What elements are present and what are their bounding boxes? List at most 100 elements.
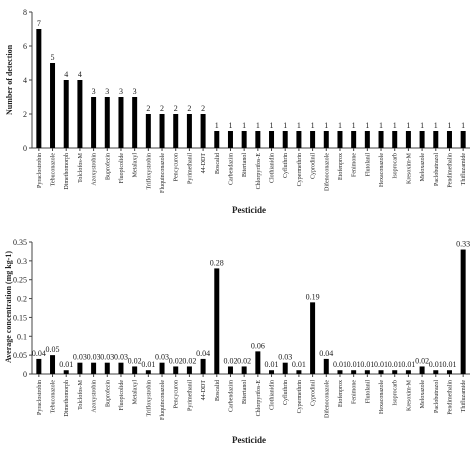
top-bar [337,131,343,148]
top-data-label: 1 [393,121,397,130]
bottom-bar [36,358,42,374]
bottom-category-label: Clothianidin [270,380,276,410]
bottom-bar [405,370,411,374]
bottom-bar [91,362,97,374]
top-bar [351,131,357,148]
top-bar [419,131,425,148]
bottom-data-label: 0.02 [182,356,196,365]
bottom-bar [173,366,179,374]
top-data-label: 1 [352,121,356,130]
bottom-bar [351,370,357,374]
top-y-tick-label: 2 [23,110,27,119]
top-bar [433,131,439,148]
bottom-data-label: 0.01 [360,360,374,369]
top-bar [159,114,165,148]
bottom-bar [255,351,261,374]
top-bar [296,131,302,148]
top-bar [132,97,138,148]
top-data-label: 1 [215,121,219,130]
top-category-label: Tebuconazole [51,153,57,187]
top-category-label: Difenoconazole [323,153,330,191]
top-category-label: Clothianidin [270,153,276,183]
top-category-label: Pencycuron [174,153,180,181]
top-category-label: Fluopicolide [119,153,125,184]
top-data-label: 1 [406,121,410,130]
bottom-category-label: Pyraclostrobin [37,380,43,415]
bottom-data-label: 0.01 [59,360,73,369]
top-category-label: Chlorpyrifos-E [255,153,262,190]
top-data-label: 2 [146,104,150,113]
bottom-category-label: Fluquinconazole [160,380,166,420]
bottom-bar [460,249,466,374]
top-bar [255,131,261,148]
bottom-category-label: Flutolanil [365,380,371,404]
top-bar [173,114,179,148]
top-bar [323,131,329,148]
bottom-category-label: Dimethomorph [64,380,70,417]
bottom-category-label: Hexaconazole [379,380,385,414]
top-bar [145,114,151,148]
top-data-label: 1 [256,121,260,130]
bottom-bar [186,366,192,374]
top-data-label: 1 [338,121,342,130]
top-category-label: Fluquinconazole [160,153,166,193]
top-y-axis-label: Number of detection [5,44,14,115]
bottom-bar [378,370,384,374]
bottom-category-label: Cyprodinil [311,380,317,406]
top-data-label: 2 [160,104,164,113]
top-data-label: 2 [187,104,191,113]
top-category-label: Hexaconazole [379,153,385,187]
bottom-category-label: Pencycuron [174,380,180,408]
bottom-data-label: 0.01 [442,360,456,369]
bottom-bar [77,362,83,374]
bottom-category-label: Cyfluthrin [282,380,289,405]
top-data-label: 1 [270,121,274,130]
bottom-data-label: 0.03 [100,353,114,362]
bottom-data-label: 0.02 [169,356,183,365]
bottom-bar [132,366,138,374]
bottom-y-tick-label: 0 [23,370,27,379]
bottom-category-label: 44-DDT [201,380,207,401]
top-bar [405,131,411,148]
bottom-category-label: Pyrimethanil [187,380,193,411]
bottom-data-label: 0.33 [456,240,470,249]
bottom-bar [269,370,275,374]
top-bar [63,80,69,148]
bottom-data-label: 0.02 [415,356,429,365]
top-category-label: Etofenprox [337,153,344,180]
top-bar [214,131,220,148]
bottom-data-label: 0.01 [265,360,279,369]
top-category-label: Pyrimethanil [187,153,193,184]
top-data-label: 1 [242,121,246,130]
top-x-axis-label: Pesticide [232,205,266,215]
bottom-data-label: 0.01 [333,360,347,369]
top-data-label: 7 [37,19,41,28]
top-y-tick-label: 6 [23,42,27,51]
bottom-category-label: Tebuconazole [51,380,57,414]
top-data-label: 2 [201,104,205,113]
bottom-category-label: Paclobutrazol [434,380,440,413]
top-data-label: 4 [64,70,68,79]
top-bar [36,29,42,148]
bottom-x-axis-label: Pesticide [232,435,266,445]
bottom-data-label: 0.01 [141,360,155,369]
top-data-label: 1 [420,121,424,130]
top-data-label: 3 [105,87,109,96]
bottom-data-label: 0.02 [223,356,237,365]
bottom-bar [446,370,452,374]
bottom-data-label: 0.04 [32,349,46,358]
top-bar [104,97,110,148]
top-data-label: 1 [324,121,328,130]
top-data-label: 1 [365,121,369,130]
bottom-data-label: 0.03 [87,353,101,362]
bottom-category-label: Isoprocarb [393,380,399,406]
top-data-label: 2 [174,104,178,113]
top-bar [77,80,83,148]
top-data-label: 3 [92,87,96,96]
top-category-label: Boscalid [215,153,221,174]
bottom-data-label: 0.01 [388,360,402,369]
top-y-tick-label: 4 [23,76,27,85]
bottom-data-label: 0.03 [155,353,169,362]
top-data-label: 3 [133,87,137,96]
bottom-category-label: Difenoconazole [323,380,330,418]
